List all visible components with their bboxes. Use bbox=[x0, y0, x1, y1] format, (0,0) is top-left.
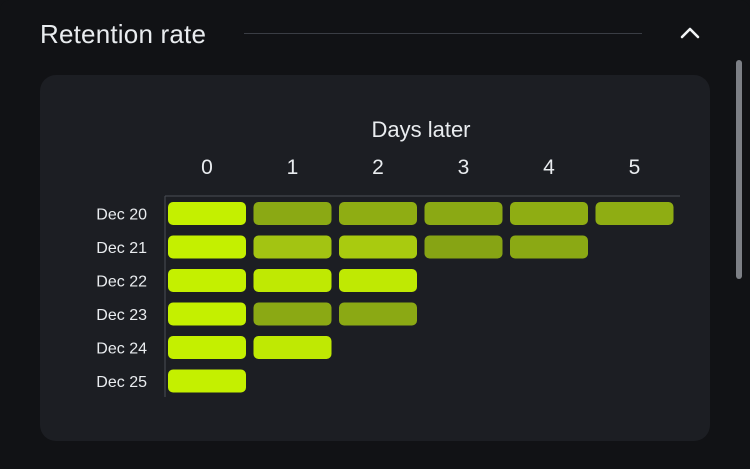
x-tick-label: 0 bbox=[201, 156, 213, 179]
heatmap-cell[interactable] bbox=[595, 202, 674, 225]
heatmap-cell[interactable] bbox=[168, 302, 246, 326]
x-tick-label: 1 bbox=[287, 156, 299, 179]
x-tick-label: 3 bbox=[458, 156, 470, 179]
x-tick-label: 2 bbox=[372, 156, 384, 179]
heatmap-cell[interactable] bbox=[424, 202, 503, 225]
header-divider bbox=[244, 33, 642, 34]
chart-card: Days later 0 1 2 3 4 5 Dec 20 Dec 21 Dec 22 Dec … bbox=[40, 75, 710, 441]
y-tick-label: Dec 25 bbox=[96, 374, 147, 391]
heatmap-cell[interactable] bbox=[168, 235, 246, 259]
heatmap-cell[interactable] bbox=[339, 235, 417, 259]
heatmap-cell[interactable] bbox=[168, 202, 246, 225]
y-tick-label: Dec 23 bbox=[96, 307, 147, 324]
heatmap-cell[interactable] bbox=[253, 235, 332, 259]
heatmap-cell[interactable] bbox=[253, 202, 332, 225]
heatmap-cell[interactable] bbox=[168, 336, 246, 359]
heatmap-cell[interactable] bbox=[253, 336, 332, 359]
heatmap-cell[interactable] bbox=[339, 269, 417, 292]
heatmap-cell[interactable] bbox=[424, 235, 503, 259]
y-tick-label: Dec 24 bbox=[96, 341, 147, 358]
scrollbar-thumb[interactable] bbox=[736, 60, 742, 279]
heatmap-cell[interactable] bbox=[168, 369, 246, 393]
heatmap-cell[interactable] bbox=[339, 302, 417, 326]
heatmap-cell[interactable] bbox=[253, 302, 332, 326]
collapse-button[interactable] bbox=[674, 17, 706, 49]
x-tick-label: 4 bbox=[543, 156, 555, 179]
heatmap-cell[interactable] bbox=[510, 235, 588, 259]
section-title: Retention rate bbox=[40, 19, 207, 49]
retention-heatmap: Days later 0 1 2 3 4 5 Dec 20 Dec 21 Dec 22 Dec … bbox=[96, 117, 680, 397]
y-tick-label: Dec 21 bbox=[96, 240, 147, 257]
heatmap-cell[interactable] bbox=[339, 202, 417, 225]
heatmap-cell[interactable] bbox=[253, 269, 332, 292]
y-tick-label: Dec 20 bbox=[96, 207, 147, 224]
section-header: Retention rate bbox=[40, 14, 710, 54]
heatmap-cell[interactable] bbox=[168, 269, 246, 292]
x-tick-label: 5 bbox=[629, 156, 641, 179]
x-axis-label: Days later bbox=[371, 117, 470, 142]
chevron-up-icon bbox=[680, 27, 700, 39]
heatmap-cell[interactable] bbox=[510, 202, 588, 225]
y-tick-label: Dec 22 bbox=[96, 274, 147, 291]
